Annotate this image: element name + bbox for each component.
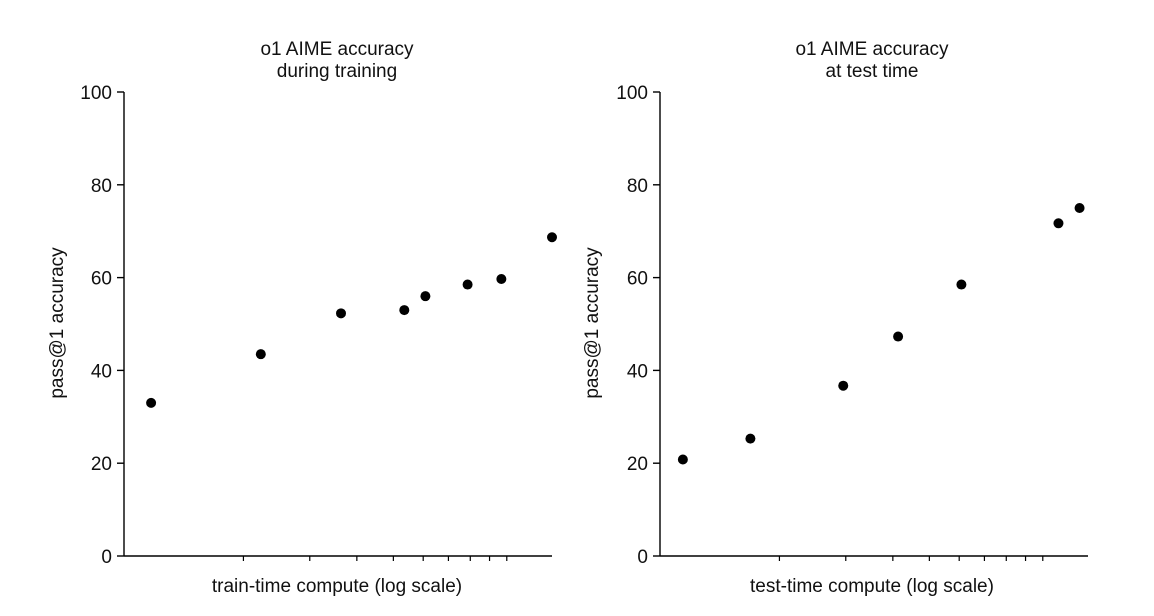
y-axis-label: pass@1 accuracy (582, 247, 603, 399)
y-tick-label: 80 (91, 176, 112, 197)
data-point (893, 331, 904, 342)
y-tick-label: 0 (101, 547, 112, 568)
chart-title-line-1: o1 AIME accuracy (795, 39, 949, 60)
data-point (462, 279, 473, 290)
data-point (496, 273, 507, 284)
y-tick-label: 20 (91, 454, 112, 475)
data-point (838, 380, 849, 391)
data-point (336, 308, 346, 319)
y-tick-label: 60 (91, 269, 112, 290)
data-point (677, 454, 688, 465)
points-group (146, 232, 557, 408)
chart-train-time: o1 AIME accuracy during training train-t… (47, 39, 557, 597)
chart-title-line-1: o1 AIME accuracy (260, 39, 414, 60)
x-axis-label: train-time compute (log scale) (212, 576, 462, 597)
data-point (146, 397, 157, 408)
data-point (399, 305, 410, 316)
y-tick-label: 100 (80, 83, 112, 104)
data-point (420, 291, 431, 302)
y-tick-label: 0 (637, 547, 648, 568)
axes-group: 0 20 40 60 80 100 (80, 83, 552, 568)
data-point (255, 349, 266, 360)
chart-title-line-2: during training (277, 61, 397, 82)
chart-test-time: o1 AIME accuracy at test time test-time … (582, 39, 1088, 597)
y-axis-label: pass@1 accuracy (47, 247, 68, 399)
y-tick-label: 40 (91, 361, 112, 382)
points-group (677, 203, 1085, 465)
data-point (1074, 203, 1085, 213)
data-point (547, 232, 557, 243)
axes-group: 0 20 40 60 80 100 (616, 83, 1088, 568)
y-tick-label: 80 (627, 176, 648, 197)
x-axis-label: test-time compute (log scale) (750, 576, 994, 597)
y-tick-label: 20 (627, 454, 648, 475)
y-tick-label: 60 (627, 269, 648, 290)
data-point (1053, 218, 1064, 229)
data-point (745, 433, 756, 444)
y-tick-label: 40 (627, 361, 648, 382)
chart-title-line-2: at test time (826, 61, 919, 82)
y-tick-label: 100 (616, 83, 648, 104)
data-point (956, 279, 967, 290)
